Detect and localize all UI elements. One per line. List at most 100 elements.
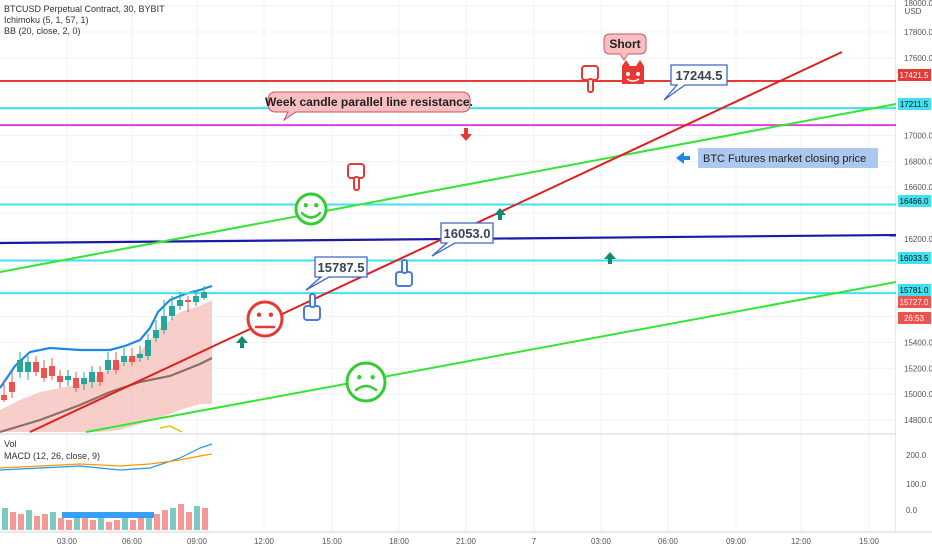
candle-body-2 — [17, 360, 23, 372]
macd-tick-2: 0.0 — [906, 506, 918, 515]
hand-pointer-icon-2 — [395, 259, 413, 287]
candle-body-13 — [105, 360, 111, 370]
price-tag-bg-3 — [898, 252, 931, 264]
candle-body-22 — [177, 300, 183, 306]
short-text: Short — [609, 37, 640, 51]
callout-p3-text: 17244.5 — [676, 68, 723, 83]
vol-bar-16 — [130, 520, 136, 530]
legend-bb[interactable]: BB (20, close, 2, 0) — [4, 26, 81, 36]
candle-body-9 — [73, 378, 79, 388]
time-axis-bg — [0, 532, 932, 550]
macd-label: MACD (12, 26, close, 9) — [4, 451, 100, 461]
price-tag-0: 17421.5 — [900, 71, 929, 80]
left-arrow-icon — [676, 152, 690, 164]
price-tag-4: 15781.0 — [900, 286, 929, 295]
candle-body-20 — [161, 316, 167, 330]
vol-bar-20 — [162, 510, 168, 530]
x-tick-6: 21:00 — [456, 537, 477, 546]
vol-label: Vol — [4, 439, 17, 449]
face-sad-icon-eye-r — [370, 375, 375, 380]
candle-body-19 — [153, 330, 159, 338]
smiley-happy-icon-eye-r — [314, 203, 319, 208]
candle-body-23 — [185, 300, 191, 302]
price-tag-bg-6 — [898, 312, 931, 324]
up-arrow-2 — [494, 208, 506, 220]
candle-body-15 — [121, 356, 127, 362]
x-tick-10: 09:00 — [726, 537, 747, 546]
vol-bar-7 — [58, 518, 64, 530]
smiley-happy-icon-eye-l — [303, 203, 308, 208]
up-arrow-1 — [236, 336, 248, 348]
devil-eye-r — [636, 72, 640, 76]
callouts: Week candle parallel line resistance. Sho… — [265, 33, 878, 291]
macd-hist — [62, 512, 154, 518]
face-sad-icon-eye-l — [357, 375, 362, 380]
price-tag-bg-4 — [898, 284, 931, 296]
y-tick-3: 16800.0 — [904, 157, 932, 166]
currency-label: USD — [905, 7, 922, 16]
green-lower-channel — [85, 281, 897, 433]
closing-text: BTC Futures market closing price — [703, 153, 866, 165]
down-arrow-1 — [460, 128, 472, 141]
callout-p2-box — [431, 222, 494, 257]
hand-pointer-icon-1 — [303, 293, 321, 321]
horizontal-levels — [0, 79, 897, 295]
vol-bar-21 — [170, 508, 176, 530]
vol-bar-25 — [202, 508, 208, 530]
vol-bar-15 — [122, 518, 128, 530]
macd-line — [0, 443, 213, 471]
vol-bar-14 — [114, 520, 120, 530]
vol-bar-18 — [146, 518, 152, 530]
vol-bar-3 — [26, 510, 32, 530]
hand-pointer-icon-1-palm — [303, 305, 321, 321]
candle-body-17 — [137, 354, 143, 358]
face-neutral-icon-eye-l — [256, 312, 262, 317]
legend-symbol[interactable]: BTCUSD Perpetual Contract, 30, BYBIT — [4, 4, 165, 14]
vol-bar-10 — [82, 518, 88, 530]
x-tick-9: 06:00 — [658, 537, 679, 546]
candle-body-8 — [65, 376, 71, 380]
indicator-pane: Vol MACD (12, 26, close, 9) 200.0 100.0 0.0 — [0, 439, 927, 530]
price-axis[interactable]: USD 17800.0 17600.0 17000.0 16800.0 16600.0 16… — [896, 0, 932, 550]
devil-eye-l — [626, 72, 630, 76]
macd-tick-1: 100.0 — [906, 480, 927, 489]
face-neutral-icon — [246, 300, 284, 338]
hand-down-icon-2-palm — [581, 65, 599, 81]
price-tag-1: 17211.5 — [900, 100, 929, 109]
y-tick-6: 15400.0 — [904, 338, 932, 347]
bb-upper — [0, 284, 213, 389]
time-axis[interactable]: 03:00 06:00 09:00 12:00 15:00 18:00 21:00 7 03:0… — [0, 531, 932, 550]
vol-bar-5 — [42, 514, 48, 530]
face-neutral-icon-eye-r — [268, 312, 274, 317]
candle-body-6 — [49, 366, 55, 376]
vol-bar-13 — [106, 522, 112, 530]
vol-bar-23 — [186, 512, 192, 530]
y-tick-0: 17800.0 — [904, 28, 932, 37]
y-tick-top: 18000.0 — [904, 0, 932, 8]
red-trend-line — [29, 51, 843, 433]
price-tag-bg-5 — [898, 296, 931, 308]
callout-p2-text: 16053.0 — [444, 226, 491, 241]
candle-body-3 — [25, 362, 31, 372]
vol-bar-0 — [2, 508, 8, 530]
legend-ichimoku[interactable]: Ichimoku (5, 1, 57, 1) — [4, 15, 89, 25]
y-tick-1: 17600.0 — [904, 54, 932, 63]
callout-p3-box — [663, 64, 728, 101]
green-upper-channel — [0, 103, 897, 273]
candles — [1, 286, 207, 402]
x-tick-5: 18:00 — [389, 537, 410, 546]
chart-legend: BTCUSD Perpetual Contract, 30, BYBIT Ich… — [4, 4, 165, 37]
vol-bar-17 — [138, 516, 144, 530]
vol-bar-1 — [10, 512, 16, 530]
hand-down-icon-1-palm — [347, 163, 365, 179]
hand-down-icon-2-finger — [587, 78, 594, 93]
price-tag-5: 15727.0 — [900, 298, 929, 307]
vol-bar-24 — [194, 506, 200, 530]
resistance-bubble — [267, 91, 471, 122]
price-tag-bg-0 — [898, 69, 931, 81]
x-tick-7: 7 — [532, 537, 537, 546]
candle-body-7 — [57, 376, 63, 382]
smiley-happy-icon-mouth — [300, 211, 322, 219]
hand-pointer-icon-1-finger — [309, 293, 316, 308]
vol-bar-11 — [90, 520, 96, 530]
